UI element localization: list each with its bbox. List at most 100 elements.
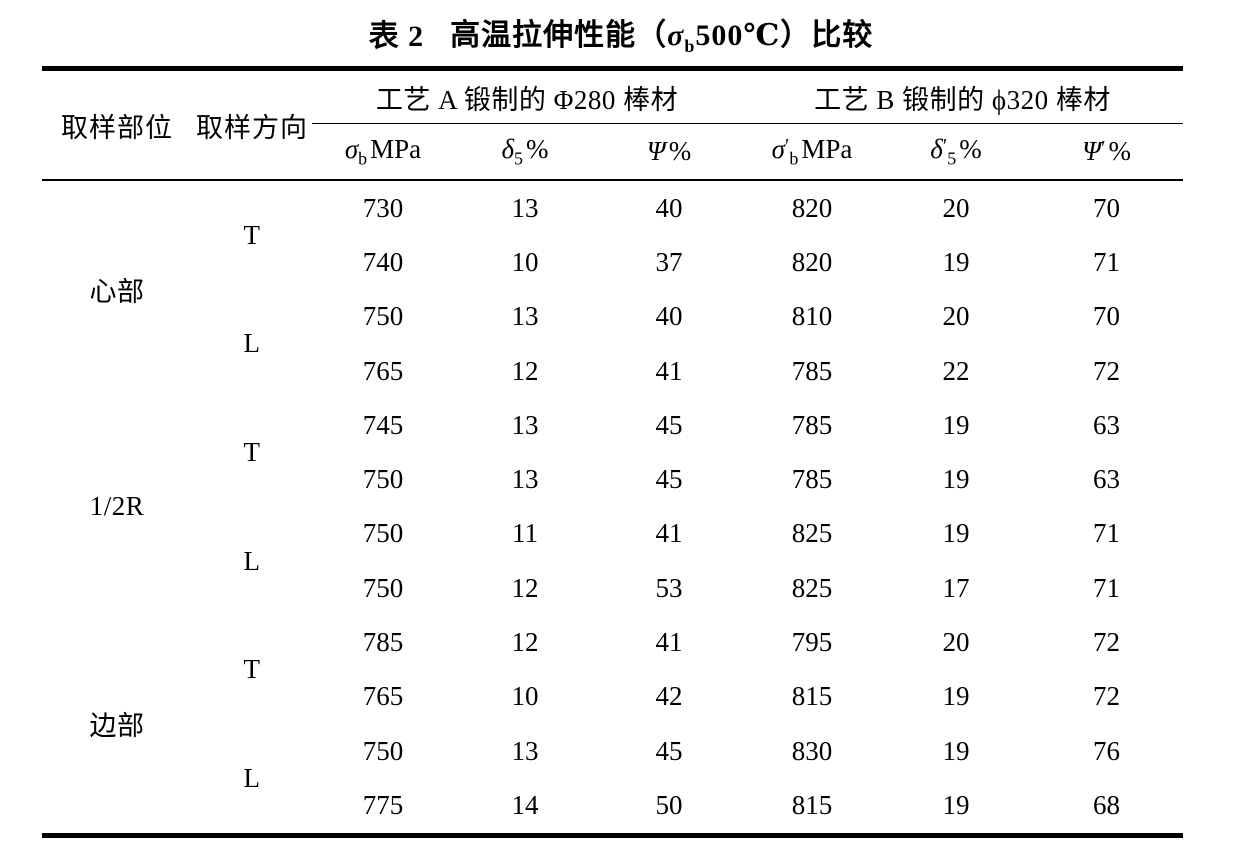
value-cell: 820 [791,192,833,223]
value-cell: 785 [791,409,833,440]
column-header-direction: 取样方向 [192,68,312,181]
table-row: L 750 13 45 830 19 76 [42,724,1183,793]
value-cell: 13 [511,301,539,332]
value-cell: 730 [362,192,404,223]
value-cell: 750 [362,464,404,495]
column-header-symbol: σb MPa [312,123,454,181]
value-cell: 63 [1093,464,1120,495]
value-cell: 14 [511,789,539,820]
value-cell: 19 [942,518,970,549]
value-cell: 13 [511,409,539,440]
value-cell: 13 [511,192,539,223]
value-cell: 72 [1093,627,1120,658]
value-cell: 70 [1093,192,1120,223]
value-cell: 785 [791,464,833,495]
value-cell: 12 [511,355,539,386]
sample-direction-cell: T [243,436,261,467]
column-group-process-b: 工艺 B 锻制的 ϕ320 棒材 [742,68,1184,124]
sample-location-cell: 心部 [89,277,145,308]
value-cell: 825 [791,518,833,549]
table-title-text: 高温拉伸性能（σb500℃）比较 [450,10,873,57]
sample-direction-cell: T [243,219,261,250]
value-cell: 45 [655,735,683,766]
value-cell: 19 [942,464,970,495]
sample-direction-cell: T [243,654,261,685]
value-cell: 815 [791,789,833,820]
value-cell: 19 [942,789,970,820]
table-row: 边部 T 785 12 41 795 20 72 [42,615,1183,741]
sample-direction-cell: L [243,762,261,793]
value-cell: 825 [791,572,833,603]
value-cell: 750 [362,518,404,549]
comparison-table: 取样部位 取样方向 工艺 A 锻制的 Φ280 棒材 工艺 B 锻制的 ϕ320… [42,66,1184,838]
table-row: 750 13 45 785 19 63 [42,452,1183,506]
table-row: 765 12 41 785 22 72 [42,344,1183,398]
table-row: 心部 T 730 13 40 820 20 70 [42,180,1183,307]
value-cell: 72 [1093,355,1120,386]
sample-location-cell: 边部 [89,711,145,742]
value-cell: 72 [1093,681,1120,712]
value-cell: 795 [791,627,833,658]
title-text-post: 500℃）比较 [695,18,874,52]
value-cell: 71 [1093,518,1120,549]
value-cell: 76 [1093,735,1120,766]
value-cell: 13 [511,735,539,766]
value-cell: 10 [511,681,539,712]
sample-direction-cell: L [243,328,261,359]
value-cell: 37 [655,246,683,277]
value-cell: 19 [942,735,970,766]
value-cell: 12 [511,627,539,658]
value-cell: 765 [362,355,404,386]
title-sigma-symbol: σ [667,18,685,52]
value-cell: 750 [362,572,404,603]
value-cell: 70 [1093,301,1120,332]
header-group-row: 取样部位 取样方向 工艺 A 锻制的 Φ280 棒材 工艺 B 锻制的 ϕ320… [42,68,1184,181]
sample-location-cell: 1/2R [89,491,145,522]
table-body: 心部 T 730 13 40 820 20 70 740 10 37 820 19 71 L 750 13 40 8… [42,180,1183,835]
table-row: 750 12 53 825 17 71 [42,561,1183,615]
value-cell: 745 [362,409,404,440]
value-cell: 12 [511,572,539,603]
table-row: L 750 11 41 825 19 71 [42,507,1183,575]
value-cell: 40 [655,301,683,332]
value-cell: 41 [655,518,683,549]
table-row: L 750 13 40 810 20 70 [42,290,1183,358]
value-cell: 820 [791,246,833,277]
value-cell: 20 [942,192,970,223]
value-cell: 750 [362,301,404,332]
value-cell: 50 [655,789,683,820]
value-cell: 71 [1093,246,1120,277]
column-header-symbol: Ψ′% [1030,123,1184,181]
sample-direction-cell: L [243,545,261,576]
value-cell: 785 [362,627,404,658]
value-cell: 750 [362,735,404,766]
value-cell: 19 [942,681,970,712]
value-cell: 775 [362,789,404,820]
value-cell: 19 [942,246,970,277]
value-cell: 810 [791,301,833,332]
value-cell: 41 [655,627,683,658]
value-cell: 740 [362,246,404,277]
value-cell: 785 [791,355,833,386]
value-cell: 19 [942,409,970,440]
value-cell: 63 [1093,409,1120,440]
table-number-label: 表 2 [368,20,425,53]
table-row: 1/2R T 745 13 45 785 19 63 [42,398,1183,521]
column-header-symbol: σ′b MPa [742,123,882,181]
column-group-process-a: 工艺 A 锻制的 Φ280 棒材 [312,68,742,124]
value-cell: 17 [942,572,970,603]
value-cell: 815 [791,681,833,712]
column-header-symbol: δ5% [454,123,596,181]
column-header-symbol: Ψ% [596,123,742,181]
value-cell: 40 [655,192,683,223]
value-cell: 20 [942,627,970,658]
table-row: 775 14 50 815 19 68 [42,778,1183,835]
column-header-part: 取样部位 [42,68,192,181]
table-row: 765 10 42 815 19 72 [42,670,1183,724]
title-sigma-subscript: b [684,35,696,56]
table-title: 表 2 高温拉伸性能（σb500℃）比较 [0,0,1242,66]
value-cell: 20 [942,301,970,332]
value-cell: 13 [511,464,539,495]
value-cell: 42 [655,681,683,712]
